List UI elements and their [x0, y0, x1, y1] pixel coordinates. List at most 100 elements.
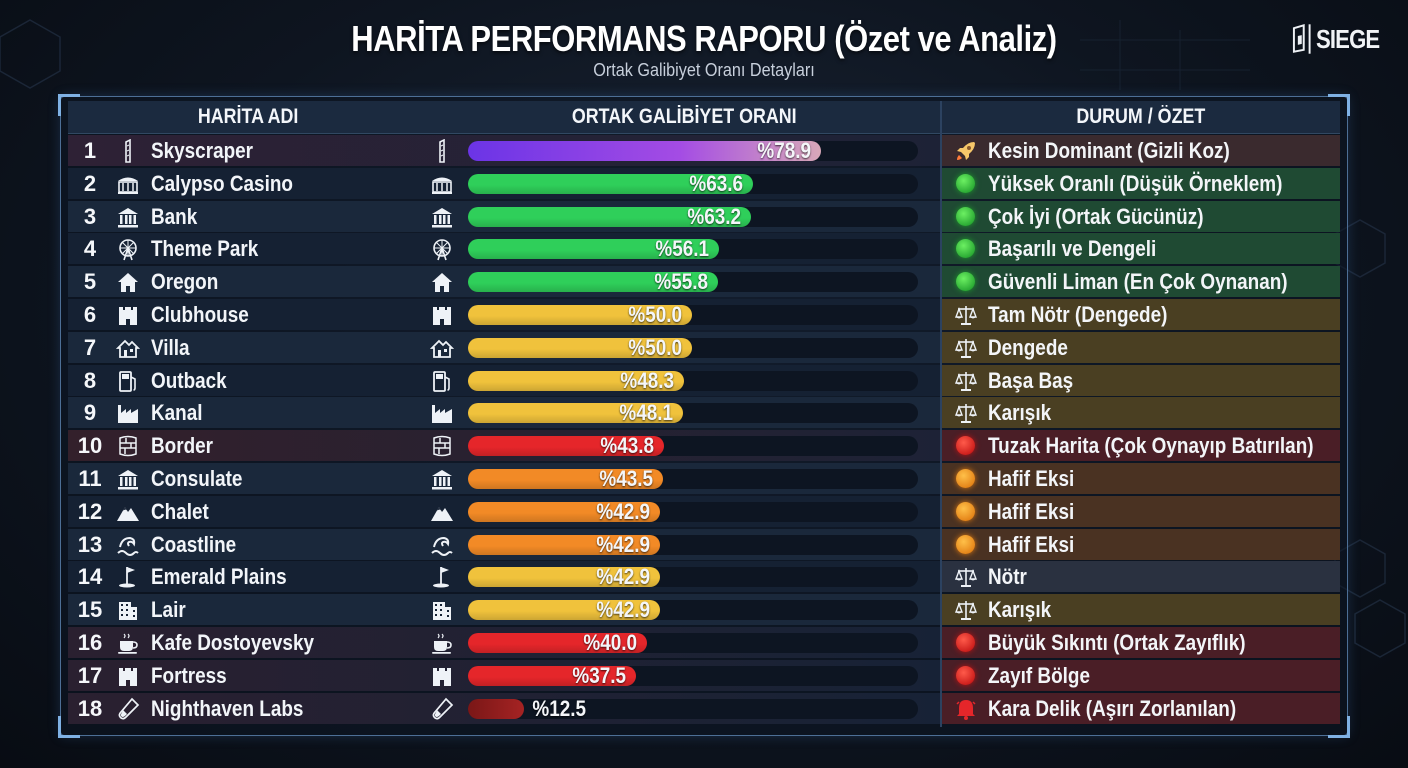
mountain-icon [117, 506, 139, 521]
test-tube-icon [118, 697, 140, 720]
status-text: Çok İyi (Ortak Gücünüz) [988, 203, 1204, 229]
red-dot-icon [956, 436, 975, 456]
bar-value-label: %43.8 [600, 433, 655, 459]
wave-icon [117, 536, 139, 556]
bar-value-label: %63.6 [689, 170, 743, 196]
bar-track [468, 239, 918, 260]
map-name: Outback [151, 367, 227, 393]
map-cell: 18 Nighthaven Labs %12.5 [68, 692, 940, 724]
map-cell: 2 Calypso Casino %63.6 [68, 167, 940, 199]
page-subtitle: Ortak Galibiyet Oranı Detayları [593, 60, 815, 80]
bar-fill [468, 337, 692, 358]
map-cell: 8 Outback %48.3 [68, 364, 940, 396]
map-name: Chalet [151, 498, 209, 524]
bar-track [468, 370, 918, 391]
bar-fill [468, 665, 636, 686]
table-row: 15 Lair %42.9 Karışık [68, 594, 1340, 626]
scales-icon [954, 338, 978, 358]
table-row: 1 Skyscraper %78.9 Kesin Dominant (Gizli Ko… [68, 135, 1340, 166]
map-cell: 14 Emerald Plains %42.9 [68, 561, 940, 593]
factory-icon [432, 405, 452, 424]
ferris-wheel-icon [433, 239, 451, 261]
status-text: Dengede [988, 334, 1068, 360]
map-cell: 16 Kafe Dostoyevsky %40.0 [68, 627, 940, 658]
status-cell: Tuzak Harita (Çok Oynayıp Batırılan) [942, 430, 1340, 462]
status-cell: Güvenli Liman (En Çok Oynanan) [942, 266, 1340, 298]
row-rank: 10 [77, 433, 103, 459]
bar-fill [468, 173, 753, 194]
wall-icon [119, 435, 137, 457]
status-text: Karışık [988, 597, 1052, 623]
bar-value-label: %48.3 [620, 367, 675, 393]
wall-icon [433, 435, 451, 457]
status-cell: Karışık [942, 397, 1340, 429]
row-rank: 18 [77, 695, 103, 721]
map-cell: 12 Chalet %42.9 [68, 495, 940, 527]
bar-fill [468, 403, 684, 424]
status-text: Başarılı ve Dengeli [988, 236, 1157, 262]
castle-icon [433, 307, 451, 325]
factory-icon [118, 405, 138, 424]
wave-icon [431, 536, 453, 556]
bar-value-label: %40.0 [583, 630, 638, 655]
map-name: Oregon [151, 269, 219, 295]
map-name: Coastline [151, 531, 237, 557]
map-cell: 4 Theme Park %56.1 [68, 233, 940, 265]
status-text: Karışık [988, 400, 1052, 426]
bar-track [468, 469, 918, 489]
skyscraper-icon [439, 139, 445, 163]
status-cell: Hafif Eksi [942, 528, 1340, 560]
red-dot-icon [956, 665, 975, 685]
map-cell: 17 Fortress %37.5 [68, 659, 940, 691]
bar-value-label: %42.9 [596, 498, 651, 524]
bar-track [468, 305, 918, 325]
house-icon [432, 273, 452, 293]
rocket-icon [957, 142, 975, 160]
casino-icon [118, 177, 138, 194]
bar-value-label: %63.2 [687, 203, 741, 229]
status-text: Hafif Eksi [988, 498, 1075, 524]
bar-fill [468, 206, 751, 227]
table-row: 10 Border %43.8 Tuzak Harita (Çok Oynayıp B… [68, 430, 1340, 462]
bar-fill [468, 600, 661, 621]
scales-icon [954, 404, 978, 424]
table-row: 17 Fortress %37.5 Zayıf Bölge [68, 659, 1340, 691]
status-cell: Kesin Dominant (Gizli Koz) [942, 135, 1340, 166]
casino-icon [432, 177, 452, 194]
status-text: Güvenli Liman (En Çok Oynanan) [988, 269, 1288, 295]
row-rank: 4 [83, 236, 97, 262]
bar-value-label: %55.8 [654, 269, 708, 295]
golf-flag-icon [433, 567, 449, 588]
table-row: 5 Oregon %55.8 Güvenli Liman (En Çok Oynana… [68, 266, 1340, 298]
green-dot-icon [956, 272, 975, 292]
fortress-icon [433, 667, 451, 686]
map-cell: 7 Villa %50.0 [68, 331, 940, 363]
table-row: 13 Coastline %42.9 Hafif Eksi [68, 528, 1340, 560]
bar-fill [468, 436, 665, 457]
map-name: Kafe Dostoyevsky [151, 630, 315, 655]
green-dot-icon [956, 239, 975, 259]
table-row: 6 Clubhouse %50.0 Tam Nötr (Dengede) [68, 299, 1340, 330]
status-text: Hafif Eksi [988, 466, 1075, 491]
alarm-bell-icon [956, 699, 976, 720]
map-cell: 10 Border %43.8 [68, 430, 940, 462]
row-rank: 8 [83, 367, 97, 393]
map-name: Lair [151, 597, 186, 623]
status-cell: Başarılı ve Dengeli [942, 233, 1340, 265]
bar-fill [468, 305, 692, 325]
bar-track [468, 698, 918, 719]
table-row: 12 Chalet %42.9 Hafif Eksi [68, 495, 1340, 527]
bar-fill [468, 534, 661, 555]
bar-value-label: %56.1 [655, 236, 710, 262]
green-dot-icon [956, 206, 975, 226]
bar-value-label: %42.9 [596, 564, 651, 590]
status-text: Kara Delik (Aşırı Zorlanılan) [988, 695, 1237, 721]
status-cell: Çok İyi (Ortak Gücünüz) [942, 200, 1340, 232]
villa-icon [116, 339, 140, 358]
scales-icon [954, 371, 978, 391]
table-row: 7 Villa %50.0 Dengede [68, 331, 1340, 363]
row-rank: 16 [77, 630, 103, 655]
test-tube-icon [432, 697, 454, 720]
mountain-icon [431, 506, 453, 521]
bank-icon [118, 207, 138, 228]
